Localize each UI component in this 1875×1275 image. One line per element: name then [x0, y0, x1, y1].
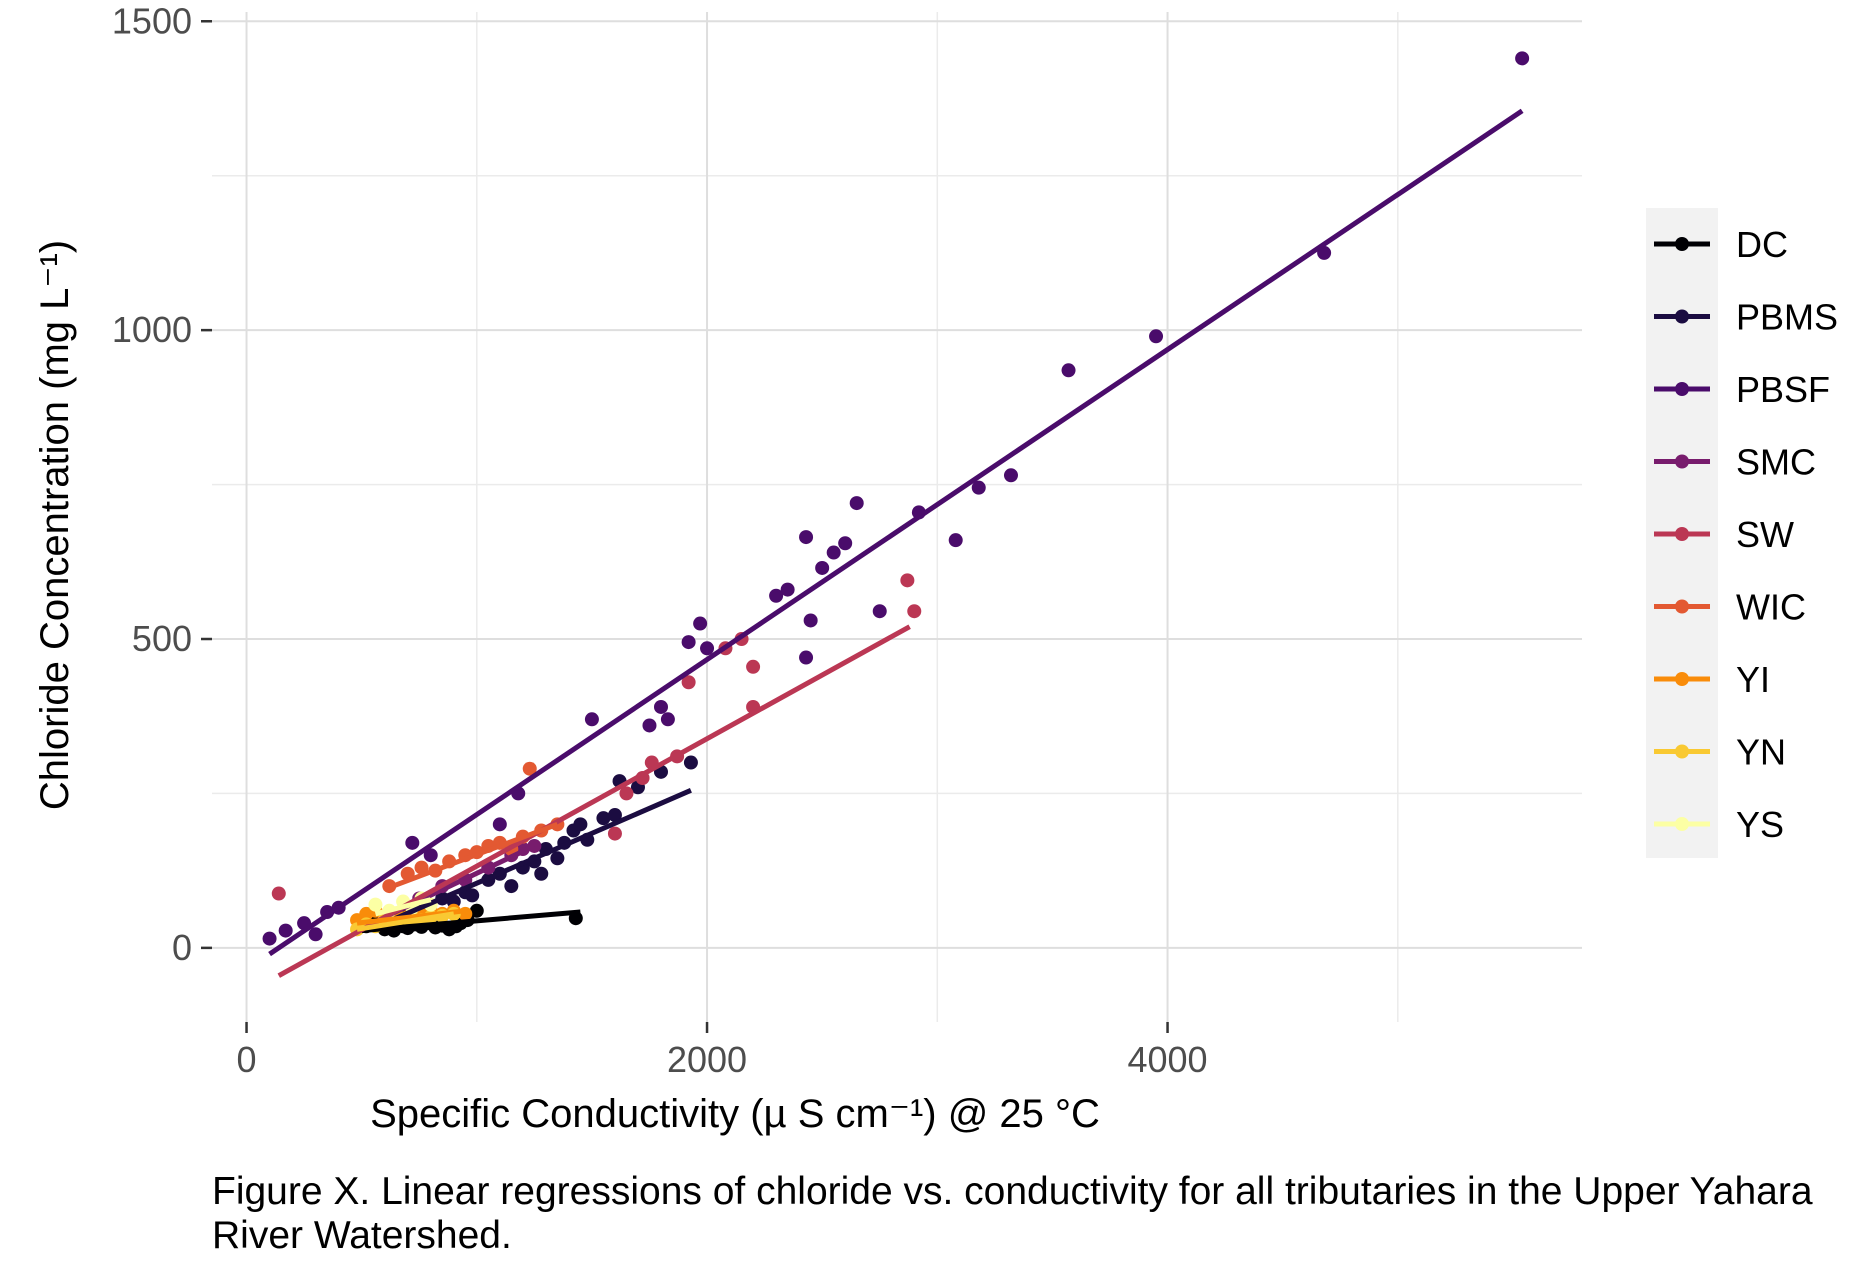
legend-item-ys: YS	[1654, 804, 1784, 845]
regression-line-pbsf	[268, 108, 1524, 957]
legend-label: DC	[1736, 224, 1788, 265]
data-point	[693, 616, 708, 631]
legend-label: YN	[1736, 732, 1786, 773]
figure-caption: Figure X. Linear regressions of chloride…	[212, 1170, 1813, 1257]
legend-key-point	[1675, 527, 1689, 541]
data-point	[907, 604, 922, 619]
data-point	[653, 699, 668, 714]
data-point	[700, 641, 715, 656]
y-tick-label: 0	[172, 927, 192, 968]
legend-label: YI	[1736, 659, 1770, 700]
x-tick-label: 4000	[1127, 1039, 1207, 1080]
data-point	[838, 536, 853, 551]
data-point	[683, 755, 698, 770]
data-point	[469, 903, 484, 918]
legend-item-pbsf: PBSF	[1654, 369, 1830, 410]
data-point	[308, 927, 323, 942]
regression-line-sw	[277, 624, 911, 978]
legend-label: SW	[1736, 514, 1794, 555]
plot-panel: 0 500 1000 1500 0 2000 4000	[112, 0, 1582, 1080]
legend-key-point	[1675, 672, 1689, 686]
data-point	[769, 588, 784, 603]
legend-key-point	[1675, 599, 1689, 614]
data-point	[1061, 363, 1076, 378]
data-point	[584, 712, 599, 727]
data-point	[414, 860, 429, 875]
data-point	[573, 817, 588, 832]
data-point	[596, 811, 611, 826]
data-point	[522, 761, 537, 776]
legend-item-sw: SW	[1654, 514, 1794, 555]
regression-line-ys	[374, 897, 432, 917]
data-point	[534, 866, 549, 881]
data-point	[492, 817, 507, 832]
data-point	[1149, 329, 1164, 344]
data-point	[465, 888, 480, 903]
data-point	[271, 886, 286, 901]
data-point	[504, 879, 519, 894]
data-point	[278, 923, 293, 938]
legend-key-point	[1675, 744, 1689, 759]
y-tick-label: 1500	[112, 0, 192, 41]
data-point	[872, 604, 887, 619]
legend-item-yn: YN	[1654, 732, 1786, 773]
series-pbsf	[262, 51, 1530, 946]
legend-item-yi: YI	[1654, 659, 1770, 700]
data-point	[1515, 51, 1530, 66]
legend-item-wic: WIC	[1654, 587, 1806, 628]
regression-line-wic	[383, 821, 559, 892]
data-point	[900, 573, 915, 588]
y-tick-label: 1000	[112, 309, 192, 350]
legend-key-point	[1675, 817, 1689, 831]
data-point	[368, 897, 383, 912]
data-point	[746, 659, 761, 674]
data-point	[607, 826, 622, 841]
data-point	[826, 545, 841, 560]
data-point	[780, 582, 795, 597]
legend-label: WIC	[1736, 587, 1806, 628]
legend-label: YS	[1736, 804, 1784, 845]
regression-line-yn	[356, 911, 455, 932]
data-point	[405, 835, 420, 850]
data-point	[642, 718, 657, 733]
data-point	[262, 931, 277, 946]
data-point	[799, 650, 814, 665]
data-point	[681, 675, 696, 690]
y-tick-label: 500	[132, 618, 192, 659]
data-point	[971, 480, 986, 495]
legend-label: PBSF	[1736, 369, 1830, 410]
legend-item-smc: SMC	[1654, 442, 1816, 483]
x-axis-title: Specific Conductivity (µ S cm⁻¹) @ 25 °C	[370, 1092, 1100, 1136]
x-tick-label: 2000	[667, 1039, 747, 1080]
legend-label: PBMS	[1736, 297, 1838, 338]
legend-key-point	[1675, 454, 1689, 469]
data-point	[948, 533, 963, 548]
regression-line-dc	[361, 909, 581, 934]
data-point	[619, 786, 634, 801]
legend-key-point	[1675, 309, 1689, 324]
legend-key-point	[1675, 382, 1689, 396]
legend-key-point	[1675, 237, 1689, 251]
data-point	[1003, 468, 1018, 483]
data-point	[815, 560, 830, 575]
legend-item-dc: DC	[1654, 224, 1788, 265]
y-axis-title: Chloride Concentration (mg L⁻¹)	[33, 240, 77, 810]
legend: DC PBMS PBSF SMC SW WIC YI YN YS	[1646, 208, 1838, 858]
data-point	[803, 613, 818, 628]
data-point	[550, 851, 565, 866]
data-point	[849, 496, 864, 511]
data-point	[681, 635, 696, 650]
regression-line-pbms	[383, 788, 692, 926]
data-point	[607, 808, 622, 823]
x-tick-label: 0	[237, 1039, 257, 1080]
data-point	[799, 530, 814, 545]
legend-item-pbms: PBMS	[1654, 297, 1838, 338]
data-point	[423, 848, 438, 863]
data-point	[660, 712, 675, 727]
legend-label: SMC	[1736, 442, 1816, 483]
